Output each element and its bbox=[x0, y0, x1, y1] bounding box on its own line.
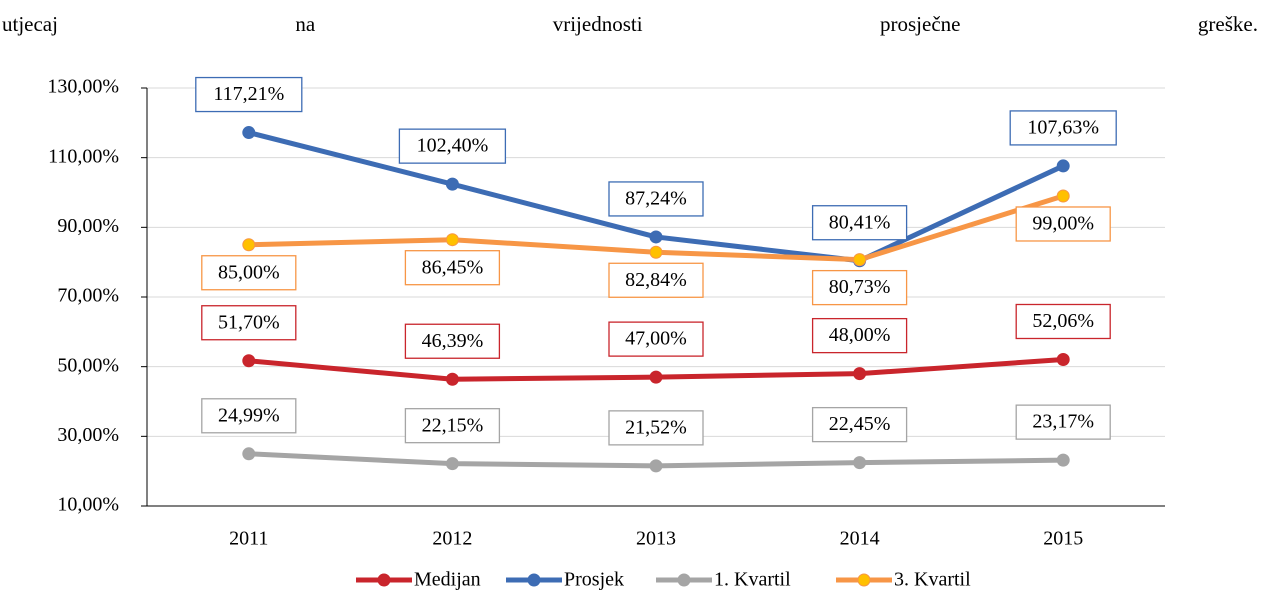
value-label: 51,70% bbox=[218, 311, 280, 333]
value-label: 24,99% bbox=[218, 404, 280, 426]
value-label: 52,06% bbox=[1032, 310, 1094, 332]
point bbox=[242, 126, 256, 140]
y-tick-label: 10,00% bbox=[57, 494, 119, 516]
legend-marker bbox=[677, 573, 691, 587]
value-label-box bbox=[1009, 110, 1117, 146]
value-label: 86,45% bbox=[422, 256, 484, 278]
value-label: 46,39% bbox=[422, 330, 484, 352]
x-tick-label: 2014 bbox=[840, 528, 880, 550]
point bbox=[445, 177, 459, 191]
value-label-box bbox=[608, 181, 704, 217]
value-label-box bbox=[201, 398, 297, 434]
y-tick-label: 110,00% bbox=[48, 145, 119, 167]
x-tick-label: 2012 bbox=[432, 528, 472, 550]
value-label: 21,52% bbox=[625, 416, 687, 438]
point bbox=[1056, 189, 1070, 203]
value-label-box bbox=[811, 269, 908, 306]
value-label-box bbox=[201, 255, 297, 291]
point bbox=[1056, 159, 1070, 173]
point bbox=[853, 253, 867, 267]
value-label-box bbox=[1015, 303, 1111, 340]
value-label: 85,00% bbox=[218, 261, 280, 283]
point bbox=[445, 372, 459, 386]
value-label: 87,24% bbox=[625, 188, 687, 210]
value-label-box bbox=[811, 406, 908, 443]
value-label-box bbox=[404, 408, 501, 444]
value-label-box bbox=[1015, 404, 1111, 440]
legend-label: 3. Kvartil bbox=[894, 569, 971, 591]
value-label: 47,00% bbox=[625, 328, 687, 350]
value-label-box bbox=[398, 128, 507, 164]
point bbox=[649, 459, 663, 473]
value-label: 99,00% bbox=[1032, 213, 1094, 235]
value-label: 82,84% bbox=[625, 269, 687, 291]
legend-marker bbox=[857, 573, 871, 587]
point bbox=[1056, 453, 1070, 467]
value-label-box bbox=[608, 410, 704, 446]
x-tick-label: 2011 bbox=[229, 528, 268, 550]
x-tick-label: 2015 bbox=[1043, 528, 1083, 550]
value-label: 107,63% bbox=[1027, 117, 1099, 139]
point bbox=[242, 238, 256, 252]
value-label: 23,17% bbox=[1032, 411, 1094, 433]
value-label-box bbox=[404, 323, 501, 359]
point bbox=[1056, 352, 1070, 366]
x-tick-label: 2013 bbox=[636, 528, 676, 550]
value-label-box bbox=[608, 262, 704, 298]
legend-label: 1. Kvartil bbox=[714, 569, 791, 591]
y-tick-label: 30,00% bbox=[57, 424, 119, 446]
value-label: 22,45% bbox=[829, 413, 891, 435]
value-label-box bbox=[1015, 206, 1111, 242]
value-label: 80,73% bbox=[829, 276, 891, 298]
value-label: 102,40% bbox=[417, 135, 489, 157]
value-label: 22,15% bbox=[422, 414, 484, 436]
y-tick-label: 70,00% bbox=[57, 285, 119, 307]
value-label: 48,00% bbox=[829, 324, 891, 346]
legend-marker bbox=[377, 573, 391, 587]
y-tick-label: 90,00% bbox=[57, 215, 119, 237]
point bbox=[445, 457, 459, 471]
point bbox=[242, 354, 256, 368]
value-label-box bbox=[811, 205, 908, 241]
value-label: 117,21% bbox=[213, 83, 284, 105]
y-tick-label: 130,00% bbox=[47, 76, 119, 98]
value-label: 80,41% bbox=[829, 211, 891, 233]
point bbox=[649, 230, 663, 244]
legend-marker bbox=[527, 573, 541, 587]
point bbox=[853, 456, 867, 470]
y-tick-label: 50,00% bbox=[57, 354, 119, 376]
point bbox=[853, 367, 867, 381]
point bbox=[242, 447, 256, 461]
point bbox=[445, 233, 459, 247]
point bbox=[649, 245, 663, 259]
legend-label: Medijan bbox=[414, 569, 481, 591]
value-label-box bbox=[201, 305, 297, 341]
value-label-box bbox=[811, 317, 908, 354]
paragraph-line: utjecaj na vrijednosti prosječne greške. bbox=[2, 12, 1258, 36]
value-label-box bbox=[608, 321, 704, 357]
value-label-box bbox=[195, 76, 303, 113]
value-label-box bbox=[404, 250, 501, 286]
legend-label: Prosjek bbox=[564, 569, 624, 591]
point bbox=[649, 370, 663, 384]
